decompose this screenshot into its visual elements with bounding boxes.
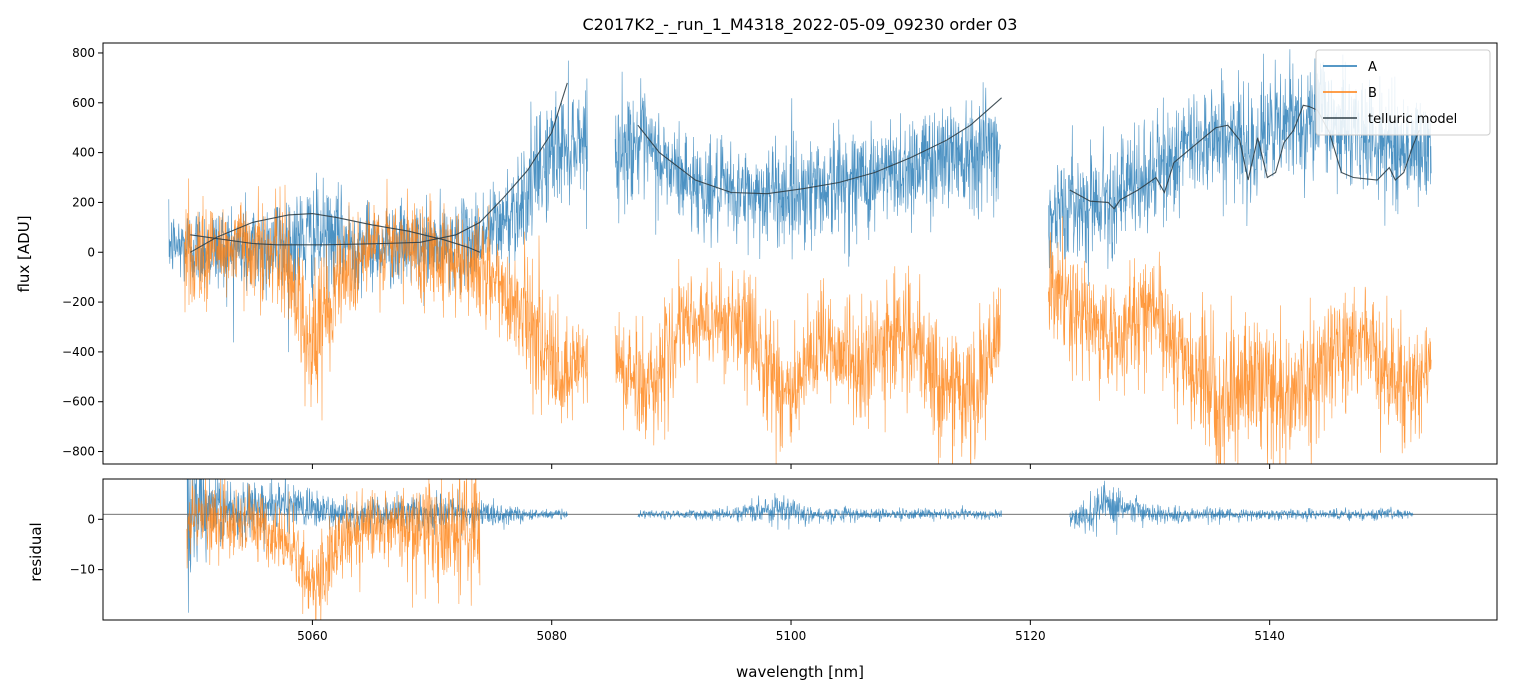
legend: A B telluric model — [1315, 49, 1491, 136]
y-tick-label: −200 — [62, 295, 95, 309]
flux-x-ticks — [311, 464, 1271, 469]
series-telluric-model-segment-0 — [190, 82, 568, 246]
series-a-segment-0 — [168, 60, 588, 353]
x-tick-label: 5140 — [1254, 629, 1285, 643]
series-a-segment-1 — [637, 493, 1002, 530]
y-tick-label: −400 — [62, 345, 95, 359]
y-tick-label: 400 — [72, 146, 95, 160]
series-telluric-model-segment-3 — [1069, 104, 1420, 210]
series-a-segment-1 — [614, 71, 1001, 267]
x-tick-label: 5060 — [297, 629, 328, 643]
residual-x-ticks: 5060 5080 5100 5120 5140 — [297, 620, 1285, 643]
chart-title: C2017K2_-_run_1_M4318_2022-05-09_09230 o… — [583, 15, 1018, 35]
series-telluric-model-segment-1 — [190, 213, 481, 253]
legend-label-telluric: telluric model — [1368, 112, 1457, 127]
y-tick-label: −600 — [62, 395, 95, 409]
series-b-segment-0 — [184, 178, 588, 424]
residual-y-axis-label: residual — [27, 522, 45, 581]
x-tick-label: 5100 — [776, 629, 807, 643]
y-tick-label: 600 — [72, 96, 95, 110]
series-b-segment-1 — [614, 258, 1001, 464]
flux-plot-area — [168, 49, 1432, 464]
x-tick-label: 5120 — [1015, 629, 1046, 643]
y-tick-label: 0 — [87, 512, 95, 526]
y-tick-label: 800 — [72, 46, 95, 60]
residual-panel: −10 0 5060 5080 5100 5120 5140 residual wavel… — [27, 478, 1498, 681]
y-tick-label: −10 — [70, 563, 95, 577]
flux-y-axis-label: flux [ADU] — [15, 215, 33, 292]
y-tick-label: −800 — [62, 445, 95, 459]
series-telluric-model-segment-2 — [637, 97, 1002, 195]
series-a-segment-2 — [1048, 49, 1432, 287]
x-axis-label: wavelength [nm] — [736, 663, 864, 681]
residual-y-ticks: −10 0 — [70, 512, 103, 577]
flux-panel: −800 −600 −400 −200 0 200 400 600 800 flux [ADU]… — [15, 42, 1498, 469]
residual-axes-frame — [102, 478, 1498, 621]
series-a-segment-0 — [186, 479, 568, 613]
series-b-segment-2 — [1048, 216, 1432, 464]
x-tick-label: 5080 — [536, 629, 567, 643]
legend-label-a: A — [1368, 60, 1377, 75]
flux-axes-frame — [102, 42, 1498, 465]
series-a-segment-2 — [1069, 480, 1414, 537]
legend-box — [1315, 49, 1491, 136]
residual-plot-area — [186, 479, 1414, 620]
legend-label-b: B — [1368, 86, 1377, 101]
series-b-segment-0 — [186, 479, 481, 620]
flux-y-ticks: −800 −600 −400 −200 0 200 400 600 800 — [62, 46, 103, 459]
y-tick-label: 200 — [72, 195, 95, 209]
y-tick-label: 0 — [87, 245, 95, 259]
